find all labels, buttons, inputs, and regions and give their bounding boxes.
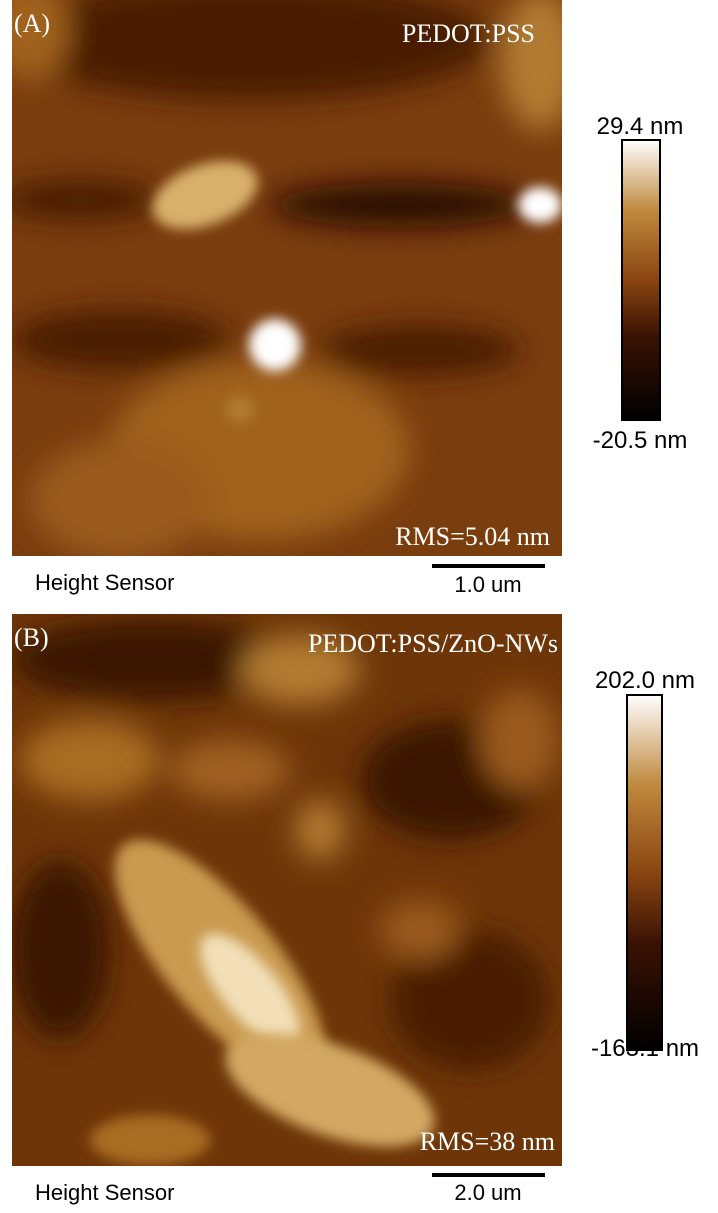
colorbar-max: 202.0 nm [595, 667, 695, 694]
colorbar-min: -163.1 nm [591, 1035, 699, 1062]
figure: (A) PEDOT:PSS RMS=5.04 nm 29.4 nm -20.5 … [0, 0, 718, 1213]
afm-image-a [0, 0, 580, 560]
panel-label: (A) [14, 9, 50, 38]
scale-bar [432, 1173, 545, 1177]
sensor-label: Height Sensor [35, 1180, 174, 1205]
colorbar [627, 695, 662, 1050]
sensor-label: Height Sensor [35, 570, 174, 595]
colorbar [622, 140, 660, 420]
rms: RMS=5.04 nm [395, 522, 550, 551]
panel-title: PEDOT:PSS/ZnO-NWs [308, 629, 558, 658]
scale-bar-label: 1.0 um [454, 572, 521, 597]
colorbar-min: -20.5 nm [593, 427, 688, 454]
scale-bar-label: 2.0 um [454, 1180, 521, 1205]
colorbar-max: 29.4 nm [597, 113, 684, 140]
rms: RMS=38 nm [420, 1127, 555, 1156]
afm-image-b [10, 614, 562, 1170]
scale-bar [432, 564, 545, 568]
panel-title: PEDOT:PSS [402, 19, 535, 48]
panel-label: (B) [14, 623, 49, 652]
